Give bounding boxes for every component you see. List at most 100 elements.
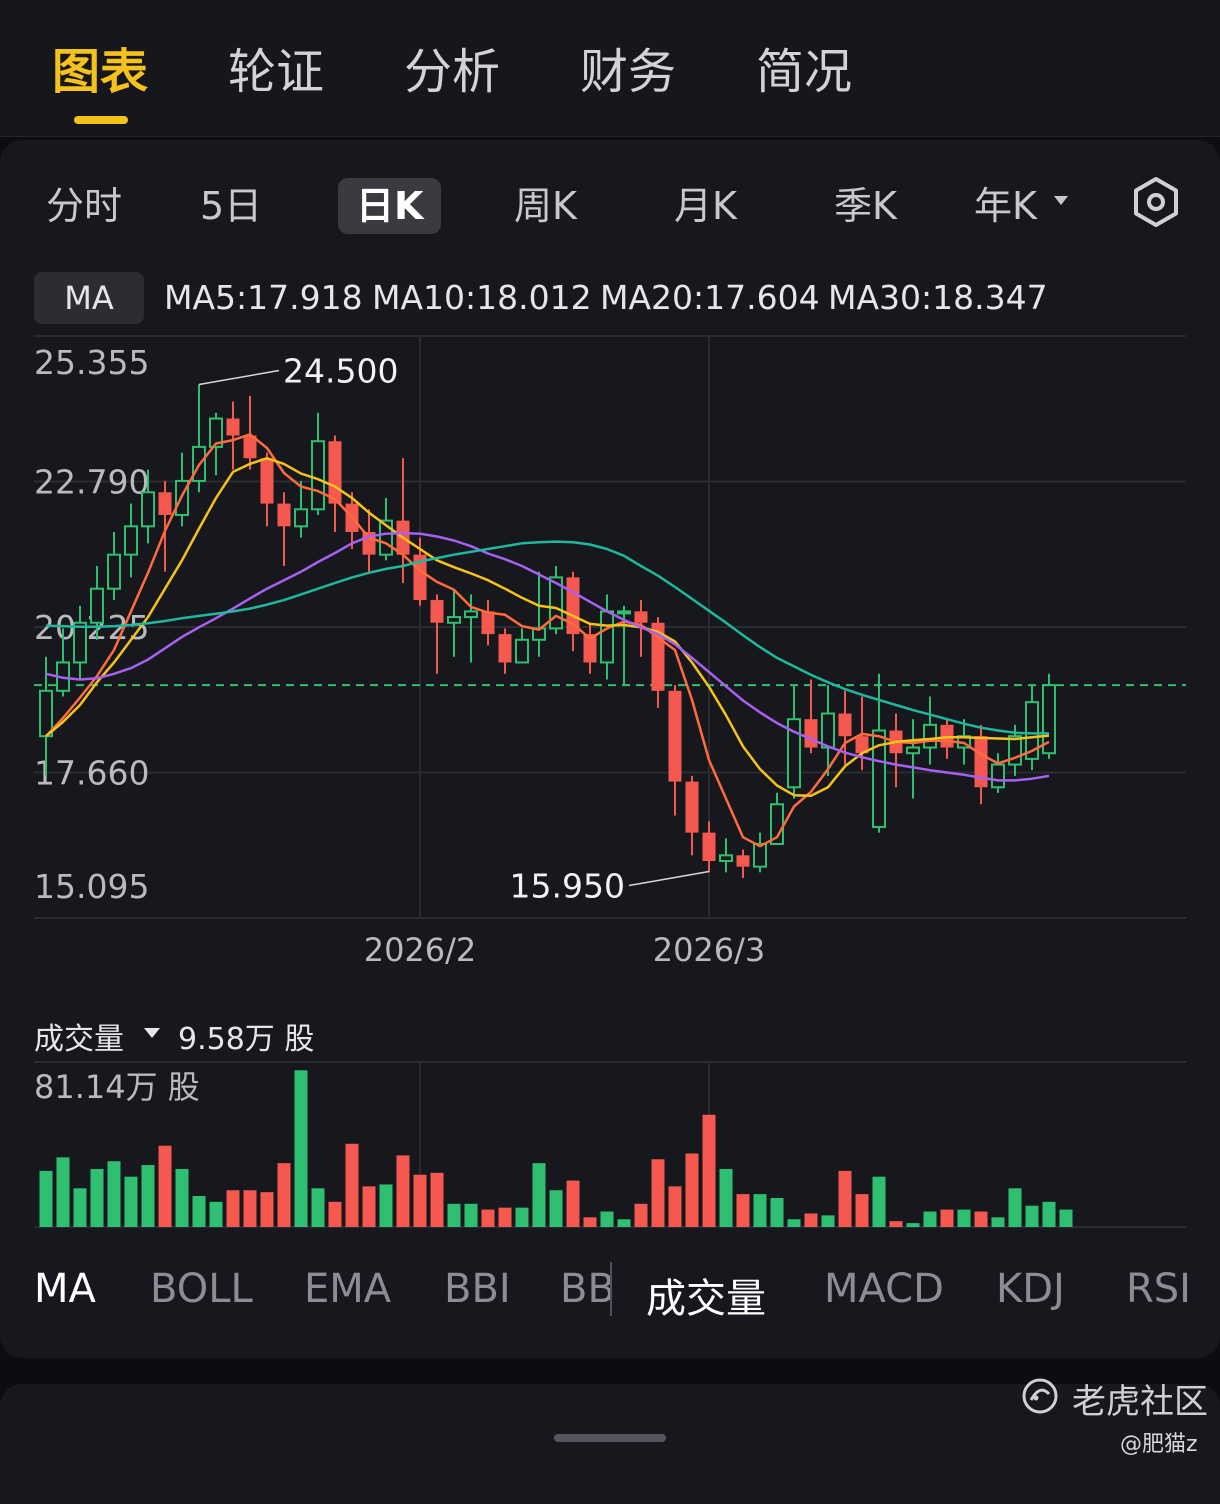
tab-profile[interactable]: 简况 <box>756 44 853 100</box>
candle-body <box>481 611 495 635</box>
volume-bar <box>736 1194 750 1227</box>
candle <box>736 849 750 879</box>
indicator-kdj[interactable]: KDJ <box>996 1266 1065 1312</box>
period-yearly[interactable]: 年K <box>974 184 1037 228</box>
volume-bar <box>719 1168 733 1227</box>
volume-bar <box>923 1211 937 1227</box>
candle-body <box>804 719 818 748</box>
volume-bar <box>413 1174 427 1227</box>
period-intraday[interactable]: 分时 <box>46 184 123 228</box>
candle <box>1042 673 1056 759</box>
candle-body <box>855 736 869 754</box>
candle-body <box>872 729 886 828</box>
volume-bar <box>362 1186 376 1227</box>
candle-body <box>634 611 648 623</box>
volume-bar <box>617 1219 631 1227</box>
candle <box>124 503 138 578</box>
period-monthly[interactable]: 月K <box>674 184 737 228</box>
candle-body <box>1025 701 1039 760</box>
candle <box>515 628 529 664</box>
author-credit: @肥猫z <box>1120 1432 1198 1457</box>
volume-bar <box>464 1203 478 1227</box>
volume-bar <box>498 1207 512 1227</box>
volume-bar <box>481 1209 495 1227</box>
candle <box>719 838 733 873</box>
volume-bar <box>685 1153 699 1227</box>
volume-bar <box>957 1209 971 1227</box>
candle <box>583 622 597 674</box>
candle <box>532 571 546 657</box>
indicator-ma[interactable]: MA <box>34 1266 96 1312</box>
tab-warrants[interactable]: 轮证 <box>228 44 325 100</box>
candle-body <box>600 610 614 664</box>
volume-bar <box>787 1219 801 1227</box>
tab-chart[interactable]: 图表 <box>52 44 149 100</box>
indicator-divider <box>610 1262 612 1316</box>
ma20-line <box>45 531 1050 782</box>
candle-body <box>702 832 716 861</box>
watermark: 老虎社区 <box>1072 1382 1208 1422</box>
y-tick-label: 25.355 <box>34 343 149 382</box>
candle <box>940 719 954 759</box>
candle-body <box>226 418 240 436</box>
indicator-volume[interactable]: 成交量 <box>646 1276 766 1322</box>
candle-body <box>90 587 104 624</box>
volume-bar <box>158 1145 172 1227</box>
indicator-rsi[interactable]: RSI <box>1126 1266 1191 1312</box>
ma5-line <box>45 433 1050 848</box>
candle-body <box>209 417 223 448</box>
indicator-bbi[interactable]: BBI <box>444 1266 511 1312</box>
candle <box>430 594 444 674</box>
y-tick-label: 15.095 <box>34 867 149 906</box>
ma-indicator-button[interactable]: MA <box>34 272 144 324</box>
annotation-label: 24.500 <box>283 352 398 391</box>
candle-body <box>736 855 750 867</box>
indicator-ema[interactable]: EMA <box>304 1266 392 1312</box>
active-tab-indicator <box>74 116 128 124</box>
volume-bar <box>294 1070 308 1227</box>
volume-bar <box>56 1157 70 1227</box>
volume-title[interactable]: 成交量 <box>34 1022 124 1057</box>
candle-body <box>328 441 342 504</box>
volume-bar <box>1042 1201 1056 1227</box>
candle-body <box>549 576 563 630</box>
volume-bar <box>872 1176 886 1227</box>
candle-body <box>787 718 801 789</box>
chevron-down-icon[interactable] <box>1054 196 1068 205</box>
period-weekly[interactable]: 周K <box>514 184 577 228</box>
candle-body <box>430 600 444 623</box>
indicator-bb[interactable]: BB <box>560 1266 615 1312</box>
candle-body <box>719 854 733 862</box>
period-daily[interactable]: 日K <box>338 178 442 234</box>
indicator-macd[interactable]: MACD <box>824 1266 944 1312</box>
volume-bar <box>889 1221 903 1227</box>
tab-analysis[interactable]: 分析 <box>404 44 501 100</box>
volume-bar <box>651 1159 665 1227</box>
period-quarterly[interactable]: 季K <box>834 184 897 228</box>
candle-body <box>906 746 920 755</box>
candle-body <box>668 690 682 782</box>
volume-bar <box>1059 1209 1073 1227</box>
candle <box>1025 685 1039 771</box>
volume-bar <box>549 1190 563 1227</box>
volume-chart[interactable]: 81.14万 股 <box>0 1060 1220 1240</box>
chevron-down-icon[interactable] <box>144 1028 160 1038</box>
volume-bar <box>192 1196 206 1227</box>
period-5day[interactable]: 5日 <box>200 184 263 228</box>
volume-bar <box>141 1165 155 1227</box>
candle-body <box>991 763 1005 789</box>
tiger-logo-icon <box>1022 1378 1058 1414</box>
candle-body <box>838 713 852 737</box>
annotation-label: 15.950 <box>510 867 625 906</box>
tab-financials[interactable]: 财务 <box>580 44 677 100</box>
drag-handle[interactable] <box>554 1434 666 1442</box>
volume-max-label: 81.14万 股 <box>34 1068 200 1106</box>
settings-icon[interactable] <box>1130 176 1182 228</box>
volume-bar <box>702 1114 716 1227</box>
indicator-boll[interactable]: BOLL <box>150 1266 253 1312</box>
volume-bar <box>311 1188 325 1227</box>
volume-bar <box>855 1194 869 1227</box>
volume-bar <box>668 1186 682 1227</box>
ma10-value: MA10:18.012 <box>372 278 592 317</box>
